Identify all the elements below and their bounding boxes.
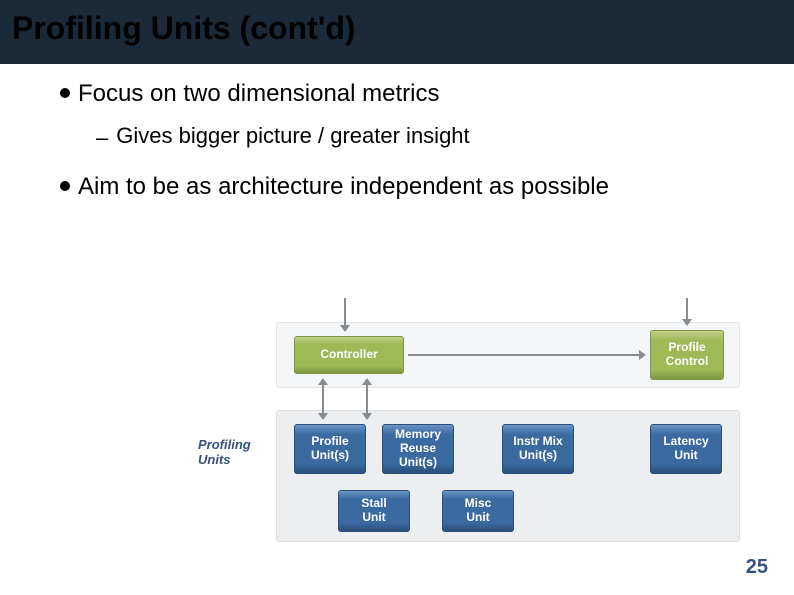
arrow [408, 354, 646, 356]
bullet-1: Focus on two dimensional metrics [60, 78, 744, 109]
diagram: ProfilingUnits Controller ProfileControl P… [186, 298, 746, 558]
arrow [366, 378, 368, 420]
slide-title: Profiling Units (cont'd) [12, 10, 782, 47]
bullet-2: Aim to be as architecture independent as… [60, 171, 744, 202]
arrow [686, 298, 688, 326]
content-area: Focus on two dimensional metrics – Gives… [0, 64, 794, 202]
box-controller: Controller [294, 336, 404, 374]
box-misc: MiscUnit [442, 490, 514, 532]
title-bar: Profiling Units (cont'd) [0, 0, 794, 64]
diagram-canvas: ProfilingUnits Controller ProfileControl P… [186, 298, 746, 558]
box-latency: LatencyUnit [650, 424, 722, 474]
bullet-2-text: Aim to be as architecture independent as… [78, 171, 609, 202]
dash-icon: – [96, 125, 108, 151]
box-instr_mix: Instr MixUnit(s) [502, 424, 574, 474]
box-stall: StallUnit [338, 490, 410, 532]
arrow [344, 298, 346, 332]
label-profiling-units: ProfilingUnits [198, 438, 251, 468]
bullet-1-sub: – Gives bigger picture / greater insight [96, 123, 744, 151]
bullet-disc-icon [60, 181, 70, 191]
bullet-1-text: Focus on two dimensional metrics [78, 78, 439, 109]
page-number: 25 [746, 556, 768, 579]
slide: Profiling Units (cont'd) Focus on two di… [0, 0, 794, 595]
box-profile_unit: ProfileUnit(s) [294, 424, 366, 474]
arrow [322, 378, 324, 420]
bullet-disc-icon [60, 88, 70, 98]
bullet-1-sub-text: Gives bigger picture / greater insight [116, 123, 469, 149]
box-memory_reuse: MemoryReuseUnit(s) [382, 424, 454, 474]
box-profile_control: ProfileControl [650, 330, 724, 380]
